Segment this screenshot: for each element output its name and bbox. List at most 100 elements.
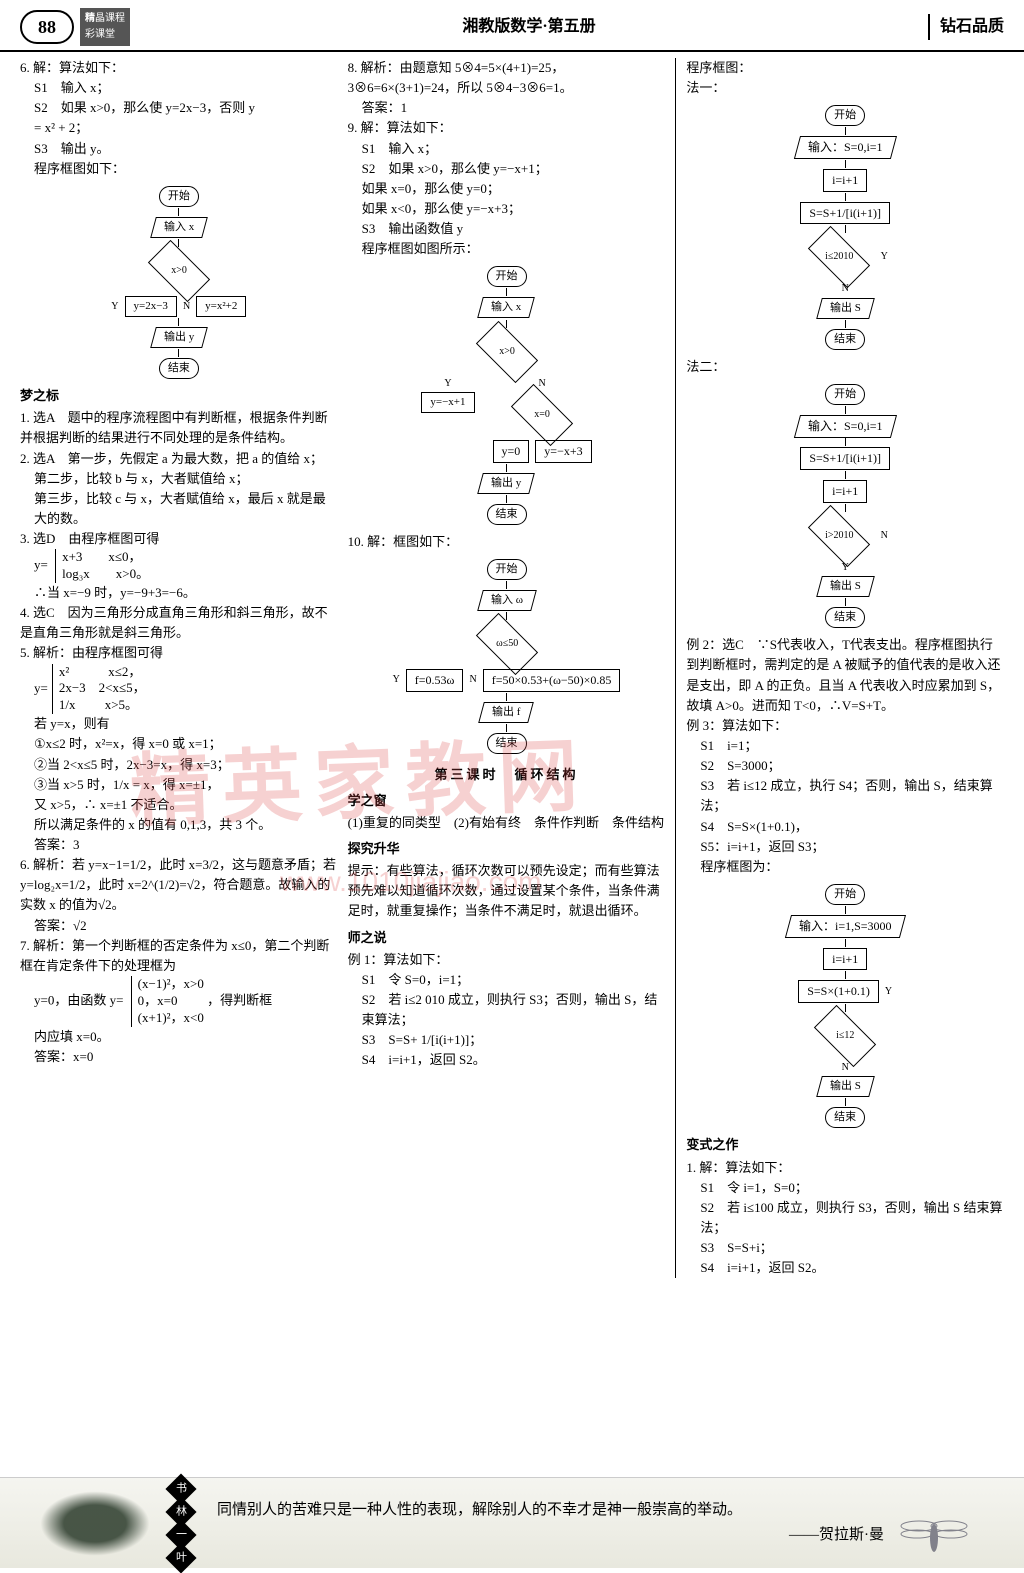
- q9: 9. 解：算法如下：: [348, 118, 666, 138]
- d3-piecewise: y= x+3 x≤0，log₃x x>0。: [20, 549, 338, 583]
- stamp-char-2: 林: [176, 1503, 187, 1521]
- fc4-s: S=S+1/[i(i+1)]: [800, 202, 890, 225]
- q9-s3: 如果 x=0，那么使 y=0；: [348, 179, 666, 199]
- b1-s3: S3 S=S+i；: [686, 1238, 1004, 1258]
- brand-line1: 精: [85, 13, 95, 24]
- d6-answer: 答案：√2: [20, 916, 338, 936]
- fc2-end: 结束: [487, 504, 527, 525]
- fc1-y1: y=2x−3: [125, 296, 177, 317]
- q6-s2: S2 如果 x>0，那么使 y=2x−3，否则 y: [20, 98, 338, 118]
- fc3-out: 输出 f: [478, 702, 534, 723]
- column-1: 6. 解：算法如下： S1 输入 x； S2 如果 x>0，那么使 y=2x−3…: [20, 58, 338, 1278]
- d5a: 若 y=x，则有: [20, 714, 338, 734]
- fc1-cond: x>0: [148, 240, 210, 302]
- d5-answer: 答案：3: [20, 835, 338, 855]
- variation-heading: 变式之作: [686, 1135, 1004, 1155]
- d7b: 内应填 x=0。: [20, 1027, 338, 1047]
- d2b: 第二步，比较 b 与 x，大者赋值给 x；: [20, 469, 338, 489]
- teacher-heading: 师之说: [348, 928, 666, 948]
- fc5-in: 输入：S=0,i=1: [794, 415, 897, 438]
- q6-s3: S3 输出 y。: [20, 139, 338, 159]
- dragonfly-icon: [884, 1488, 984, 1558]
- fc4-end: 结束: [825, 329, 865, 350]
- b1-s2: S2 若 i≤100 成立，则执行 S3，否则，输出 S 结束算法；: [686, 1198, 1004, 1238]
- fc2-n-label: N: [538, 376, 545, 392]
- column-2: 8. 解析：由题意知 5⊗4=5×(4+1)=25，3⊗6=6×(3+1)=24…: [348, 58, 666, 1278]
- brand-text-2: 彩课堂: [85, 29, 115, 40]
- q6-title: 6. 解：算法如下：: [20, 58, 338, 78]
- b1: 1. 解：算法如下：: [686, 1158, 1004, 1178]
- q9-s4: 如果 x<0，那么使 y=−x+3；: [348, 199, 666, 219]
- d7-answer: 答案：x=0: [20, 1047, 338, 1067]
- c3-head: 程序框图：: [686, 58, 1004, 78]
- fc4-y: Y: [881, 249, 888, 265]
- d2: 2. 选A 第一步，先假定 a 为最大数，把 a 的值给 x；: [20, 449, 338, 469]
- content-columns: 6. 解：算法如下： S1 输入 x； S2 如果 x>0，那么使 y=2x−3…: [0, 52, 1024, 1278]
- fc3-cond: ω≤50: [475, 613, 537, 675]
- fc2-out: 输出 y: [478, 473, 536, 494]
- fc1-start: 开始: [159, 186, 199, 207]
- fc5-inc: i=i+1: [823, 480, 867, 503]
- fc6-cond: i≤12: [814, 1005, 876, 1067]
- quote-text: 同情别人的苦难只是一种人性的表现，解除别人的不幸才是神一般崇高的举动。: [217, 1498, 884, 1524]
- fc3-f2: f=50×0.53+(ω−50)×0.85: [483, 669, 621, 692]
- fc6-s: S=S×(1+0.1): [798, 980, 879, 1003]
- e3-s4: S4 S=S×(1+0.1)，: [686, 817, 1004, 837]
- page: 88 精晶课程 彩课堂 湘教版数学·第五册 钻石品质 精英家教网 www.101…: [0, 0, 1024, 1568]
- fa2: 法二：: [686, 357, 1004, 377]
- ex2: 例 2：选C ∵S代表收入，T代表支出。程序框图执行到判断框时，需判定的是 A …: [686, 635, 1004, 716]
- brand-text-1: 晶课程: [95, 13, 125, 24]
- page-quality-label: 钻石品质: [928, 14, 1004, 40]
- column-3: 程序框图： 法一： 开始 输入：S=0,i=1 i=i+1 S=S+1/[i(i…: [675, 58, 1004, 1278]
- fc5-s: S=S+1/[i(i+1)]: [800, 447, 890, 470]
- e3-s2: S2 S=3000；: [686, 756, 1004, 776]
- e3-s3: S3 若 i≤12 成立，执行 S4；否则，输出 S，结束算法；: [686, 776, 1004, 816]
- d7-piecewise: y=0，由函数 y= (x−1)²，x>00，x=0(x+1)²，x<0 ，得判…: [20, 976, 338, 1027]
- d5b: ①x≤2 时，x²=x，得 x=0 或 x=1；: [20, 734, 338, 754]
- d5f: 所以满足条件的 x 的值有 0,1,3，共 3 个。: [20, 815, 338, 835]
- fc4-start: 开始: [825, 105, 865, 126]
- quote-author: ——贺拉斯·曼: [217, 1523, 884, 1549]
- fc6-start: 开始: [825, 884, 865, 905]
- ex3: 例 3：算法如下：: [686, 716, 1004, 736]
- page-header: 88 精晶课程 彩课堂 湘教版数学·第五册 钻石品质: [0, 0, 1024, 52]
- fc5-start: 开始: [825, 384, 865, 405]
- dream-heading: 梦之标: [20, 386, 338, 406]
- q9-caption: 程序框图如图所示：: [348, 239, 666, 259]
- fc4-inc: i=i+1: [823, 169, 867, 192]
- fc3-start: 开始: [487, 559, 527, 580]
- q6-s2b: = x² + 2；: [20, 118, 338, 138]
- fc6-out: 输出 S: [816, 1076, 875, 1097]
- fc6-end: 结束: [825, 1107, 865, 1128]
- ex1-s3: S3 S=S+ 1/[i(i+1)]；: [348, 1030, 666, 1050]
- e3-caption: 程序框图为：: [686, 857, 1004, 877]
- d7: 7. 解析：第一个判断框的否定条件为 x≤0，第二个判断框在肯定条件下的处理框为: [20, 936, 338, 976]
- fc4-in: 输入：S=0,i=1: [794, 136, 897, 159]
- fc2-c1: x>0: [475, 320, 537, 382]
- d3: 3. 选D 由程序框图可得: [20, 529, 338, 549]
- d6: 6. 解析：若 y=x−1=1/2，此时 x=3/2，这与题意矛盾；若 y=lo…: [20, 855, 338, 915]
- page-number: 88: [20, 10, 74, 44]
- ex1-s2: S2 若 i≤2 010 成立，则执行 S3；否则，输出 S，结束算法；: [348, 990, 666, 1030]
- d5d: ③当 x>5 时，1/x = x，得 x=±1，: [20, 775, 338, 795]
- e3-s1: S1 i=1；: [686, 736, 1004, 756]
- b1-s1: S1 令 i=1，S=0；: [686, 1178, 1004, 1198]
- fc1-input: 输入 x: [150, 217, 208, 238]
- fc4-cond: i≤2010: [807, 226, 869, 288]
- q10: 10. 解：框图如下：: [348, 532, 666, 552]
- fc2-in: 输入 x: [478, 297, 536, 318]
- fc3-in: 输入 ω: [477, 590, 537, 611]
- fc5-out: 输出 S: [816, 576, 875, 597]
- fc3-f1: f=0.53ω: [406, 669, 464, 692]
- fc3-n-label: N: [469, 672, 476, 688]
- fc5-end: 结束: [825, 607, 865, 628]
- fc1-end: 结束: [159, 358, 199, 379]
- flowchart-5: 开始 输入：S=0,i=1 S=S+1/[i(i+1)] i=i+1 i>201…: [686, 383, 1004, 629]
- flowchart-4: 开始 输入：S=0,i=1 i=i+1 S=S+1/[i(i+1)] i≤201…: [686, 104, 1004, 350]
- d5c: ②当 2<x≤5 时，2x−3=x，得 x=3；: [20, 755, 338, 775]
- stamp-char-1: 书: [176, 1480, 187, 1498]
- footer-stamp: 书 林 一 叶: [170, 1478, 192, 1569]
- fc2-y1: y=−x+1: [421, 392, 474, 413]
- q9-s2: S2 如果 x>0，那么使 y=−x+1；: [348, 159, 666, 179]
- stamp-char-4: 叶: [176, 1549, 187, 1567]
